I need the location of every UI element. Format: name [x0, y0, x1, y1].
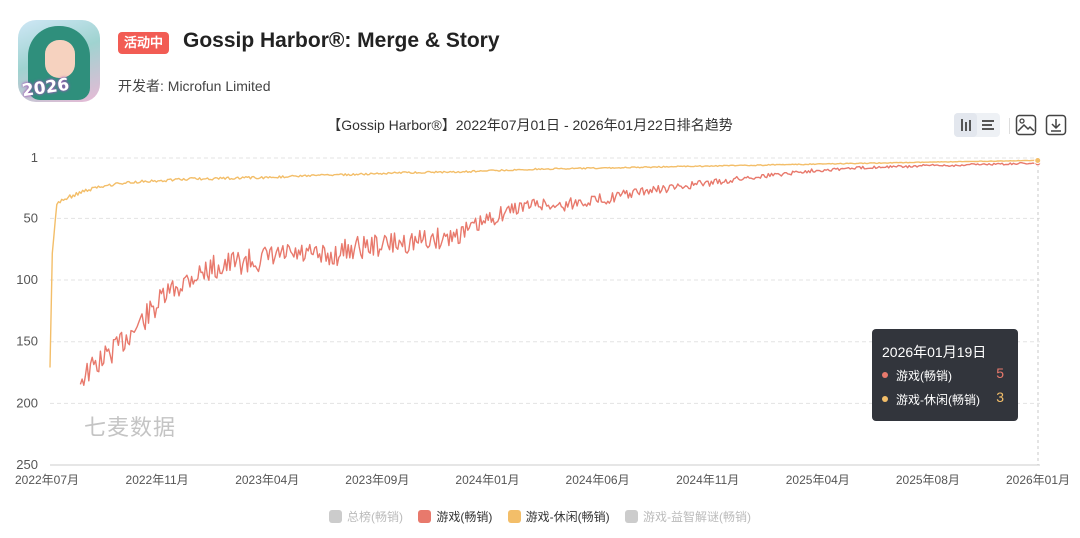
x-axis: 2022年07月 2022年11月 2023年04月 2023年09月 2024年01月…	[15, 473, 1070, 487]
chart-tooltip: 2026年01月19日 游戏(畅销) 5 游戏-休闲(畅销) 3	[872, 329, 1018, 421]
series-line	[79, 161, 1038, 386]
legend-label: 游戏-益智解谜(畅销)	[643, 510, 752, 524]
x-tick-label: 2022年07月	[15, 473, 79, 487]
x-tick-label: 2024年01月	[455, 473, 519, 487]
tooltip-row: 游戏-休闲(畅销) 3	[882, 389, 1004, 407]
legend-item-overall[interactable]: 总榜(畅销)	[328, 508, 403, 525]
view-toggle	[954, 113, 1000, 137]
y-tick-label: 50	[24, 210, 38, 225]
chart-legend: 总榜(畅销) 游戏(畅销) 游戏-休闲(畅销) 游戏-益智解谜(畅销)	[0, 508, 1080, 526]
legend-item-casual[interactable]: 游戏-休闲(畅销)	[507, 508, 610, 525]
chart-title: 【Gossip Harbor®】2022年07月01日 - 2026年01月22…	[327, 117, 733, 133]
tooltip-dot	[882, 372, 888, 378]
y-tick-label: 250	[16, 457, 38, 472]
y-tick-label: 100	[16, 272, 38, 287]
y-tick-label: 1	[31, 150, 38, 165]
tooltip-row: 游戏(畅销) 5	[882, 365, 1004, 383]
legend-label: 总榜(畅销)	[346, 510, 403, 524]
x-tick-label: 2024年11月	[676, 473, 739, 487]
x-tick-label: 2024年06月	[566, 473, 630, 487]
legend-swatch	[328, 510, 342, 523]
x-tick-label: 2022年11月	[126, 473, 189, 487]
bar-chart-icon[interactable]	[954, 113, 977, 137]
app-title: Gossip Harbor®: Merge & Story	[183, 29, 500, 52]
y-tick-label: 200	[16, 395, 38, 410]
tooltip-label: 游戏-休闲(畅销)	[896, 393, 980, 407]
grid	[50, 157, 1040, 466]
download-icon[interactable]	[1044, 113, 1068, 137]
tooltip-value: 3	[996, 389, 1004, 405]
watermark: 七麦数据	[84, 415, 177, 440]
developer-label: 开发者:	[118, 78, 168, 94]
x-tick-label: 2026年01月	[1006, 473, 1070, 487]
tooltip-label: 游戏(畅销)	[896, 369, 952, 383]
x-tick-label: 2023年04月	[235, 473, 299, 487]
app-icon: 2026	[18, 20, 100, 102]
legend-item-puzzle[interactable]: 游戏-益智解谜(畅销)	[625, 508, 751, 525]
developer-name: Microfun Limited	[167, 78, 271, 94]
tooltip-dot	[882, 396, 888, 402]
toolbar-divider	[1009, 118, 1010, 134]
series-line	[49, 159, 1038, 368]
x-tick-label: 2025年08月	[896, 473, 960, 487]
chart-toolbar	[954, 113, 1067, 139]
legend-item-games[interactable]: 游戏(畅销)	[418, 508, 492, 525]
developer-info: 开发者: Microfun Limited	[118, 76, 270, 96]
x-tick-label: 2025年04月	[786, 473, 850, 487]
series	[49, 156, 1042, 386]
series-point	[1034, 156, 1042, 164]
image-icon[interactable]	[1014, 113, 1038, 137]
legend-swatch	[418, 510, 432, 523]
y-tick-label: 150	[16, 334, 38, 349]
legend-swatch	[625, 510, 639, 523]
list-icon[interactable]	[977, 113, 1000, 137]
legend-label: 游戏-休闲(畅销)	[525, 510, 610, 524]
x-tick-label: 2023年09月	[345, 473, 409, 487]
tooltip-value: 5	[996, 365, 1004, 381]
status-badge: 活动中	[118, 32, 170, 54]
legend-swatch	[507, 510, 521, 523]
legend-label: 游戏(畅销)	[436, 510, 493, 524]
tooltip-date: 2026年01月19日	[882, 344, 987, 360]
